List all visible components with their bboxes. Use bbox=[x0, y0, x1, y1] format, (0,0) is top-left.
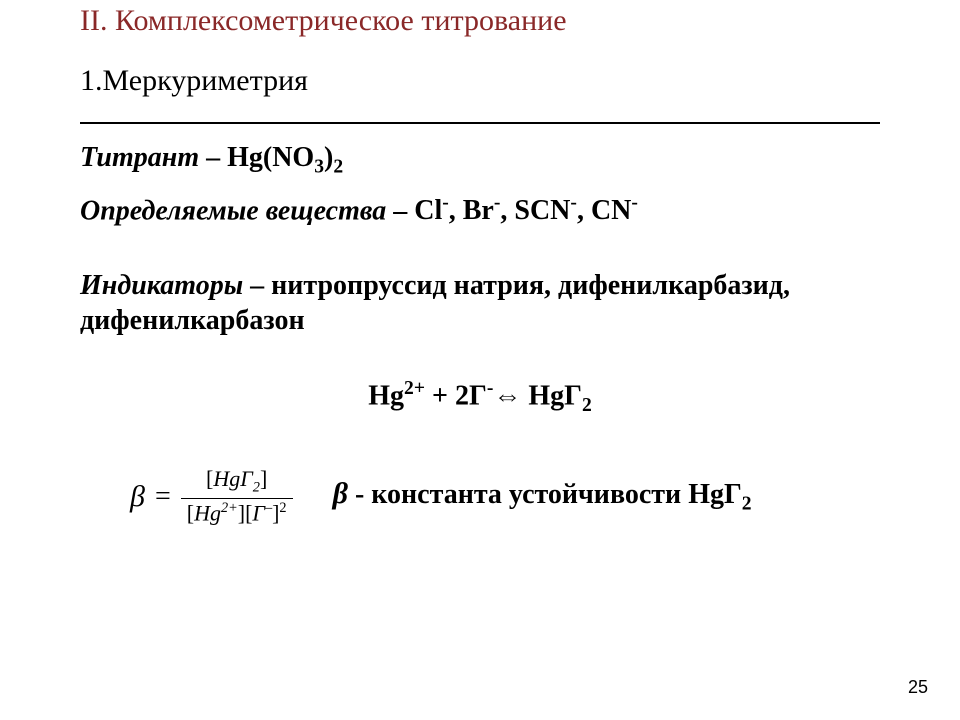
titrant-dash: – bbox=[199, 142, 227, 173]
titrant-line: Титрант – Hg(NO3)2 bbox=[80, 140, 880, 180]
equals-sign: = bbox=[155, 481, 171, 513]
text: 2Г bbox=[455, 381, 487, 412]
text: ) bbox=[324, 142, 333, 173]
subscript: 2 bbox=[333, 157, 343, 178]
indicators-line: Индикаторы – нитропруссид натрия, дифени… bbox=[80, 268, 880, 338]
bracket: [ bbox=[187, 501, 194, 526]
titrant-label: Титрант bbox=[80, 142, 199, 173]
beta-symbol: β bbox=[333, 477, 348, 510]
text: HgГ bbox=[688, 479, 742, 510]
beta-description: β - константа устойчивости HgГ2 bbox=[333, 477, 752, 516]
text: - bbox=[348, 479, 371, 510]
titrant-formula: Hg(NO3)2 bbox=[227, 142, 343, 173]
reaction-equation: Hg2+ + 2Г-⇔ HgГ2 bbox=[80, 378, 880, 417]
analytes-label: Определяемые вещества bbox=[80, 195, 386, 226]
ion: CN bbox=[591, 195, 631, 226]
separator: , bbox=[577, 195, 591, 226]
analytes-dash: – bbox=[386, 195, 414, 226]
text: HgГ bbox=[213, 466, 252, 491]
numerator: [HgГ2] bbox=[200, 467, 273, 498]
subscript: 3 bbox=[314, 157, 324, 178]
separator: , bbox=[500, 195, 514, 226]
divider bbox=[80, 122, 880, 124]
beta-row: β = [HgГ2] [Hg2+][Г–]2 β - константа уст… bbox=[80, 467, 880, 526]
analytes-line: Определяемые вещества – Cl-, Br-, SCN-, … bbox=[80, 192, 880, 228]
slide: II. Комплексометрическое титрование 1.Ме… bbox=[0, 0, 960, 720]
subscript: 2 bbox=[582, 395, 592, 416]
ion: Cl bbox=[414, 195, 442, 226]
fraction: [HgГ2] [Hg2+][Г–]2 bbox=[181, 467, 293, 526]
bracket: ] bbox=[238, 501, 245, 526]
bracket: ] bbox=[260, 466, 267, 491]
analytes-list: Cl-, Br-, SCN-, CN- bbox=[414, 195, 638, 226]
superscript: 2+ bbox=[221, 500, 238, 516]
beta-symbol: β bbox=[130, 480, 145, 514]
text: + bbox=[425, 381, 455, 412]
ion: SCN bbox=[514, 195, 570, 226]
indicators-label: Индикаторы bbox=[80, 270, 243, 301]
subscript: 2 bbox=[742, 494, 752, 515]
text: Hg bbox=[194, 501, 221, 526]
text: константа устойчивости bbox=[371, 479, 688, 510]
formula: HgГ2 bbox=[688, 479, 751, 510]
denominator: [Hg2+][Г–]2 bbox=[181, 498, 293, 526]
text: Hg bbox=[368, 381, 404, 412]
arrow-icon: ⇔ bbox=[493, 381, 521, 412]
text: Hg(NO bbox=[227, 142, 314, 173]
superscript: 2 bbox=[279, 500, 286, 516]
beta-equation: β = [HgГ2] [Hg2+][Г–]2 bbox=[130, 467, 293, 526]
page-number: 25 bbox=[908, 677, 928, 698]
text: HgГ bbox=[528, 381, 582, 412]
superscript: 2+ bbox=[404, 378, 425, 399]
superscript: - bbox=[631, 193, 638, 214]
ion: Br bbox=[463, 195, 494, 226]
text: Г bbox=[252, 501, 265, 526]
subsection-title: 1.Меркуриметрия bbox=[80, 64, 880, 98]
separator: , bbox=[449, 195, 463, 226]
section-title: II. Комплексометрическое титрование bbox=[80, 0, 880, 38]
subscript: 2 bbox=[253, 480, 260, 496]
